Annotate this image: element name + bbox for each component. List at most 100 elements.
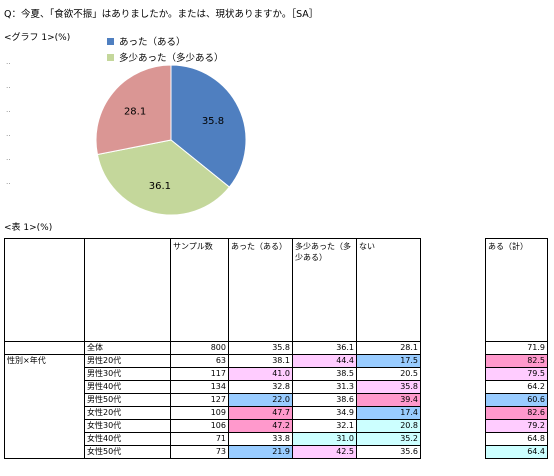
cell-aru: 21.9 [228, 445, 293, 459]
cell-nai: 35.6 [356, 445, 421, 459]
cell-aru: 47.7 [228, 406, 293, 420]
pie-slice-aru [170, 64, 247, 188]
group-cell [4, 419, 85, 433]
legend-item-tashou: 多少あった（多少ある） [107, 50, 224, 64]
cell-label: 男性30代 [84, 367, 171, 381]
cell-total: 64.4 [485, 445, 548, 459]
table-row: 女性50代 73 21.9 42.5 35.6 [4, 445, 421, 459]
cell-tashou: 42.5 [292, 445, 357, 459]
table-row: 女性30代 106 47.2 32.1 20.8 [4, 419, 421, 433]
table-row: 64.4 [485, 445, 548, 459]
header-tashou: 多少あった（多少ある） [292, 238, 357, 342]
header-aru: あった（ある） [228, 238, 293, 342]
legend-item-aru: あった（ある） [107, 34, 186, 48]
cell-tashou: 38.5 [292, 367, 357, 381]
cell-label: 女性30代 [84, 419, 171, 433]
table-row: 64.2 [485, 380, 548, 394]
axis-dot: ‥ [6, 106, 11, 114]
cell-tashou: 31.0 [292, 432, 357, 446]
pie-chart: 35.8 36.1 28.1 [95, 64, 247, 216]
group-cell: 性別×年代 [4, 354, 85, 368]
cell-tashou: 34.9 [292, 406, 357, 420]
cell-n: 73 [170, 445, 229, 459]
axis-dot: ‥ [6, 154, 11, 162]
group-cell [4, 393, 85, 407]
axis-dot: ‥ [6, 178, 11, 186]
table-row: 82.6 [485, 406, 548, 420]
header-nai: ない [356, 238, 421, 342]
cell-total: 82.6 [485, 406, 548, 420]
cell-label: 全体 [84, 341, 171, 355]
table-row: 男性30代 117 41.0 38.5 20.5 [4, 367, 421, 381]
cell-total: 71.9 [485, 341, 548, 355]
axis-dot: ‥ [6, 130, 11, 138]
pie-data-label-aru: 35.8 [202, 116, 224, 127]
table-row: 60.6 [485, 393, 548, 407]
cell-nai: 35.8 [356, 380, 421, 394]
cell-tashou: 32.1 [292, 419, 357, 433]
cell-nai: 28.1 [356, 341, 421, 355]
graph-label: <グラフ 1>(%) [4, 33, 71, 43]
cell-label: 男性20代 [84, 354, 171, 368]
cell-aru: 32.8 [228, 380, 293, 394]
table-label: <表 1>(%) [4, 223, 53, 233]
cell-nai: 20.5 [356, 367, 421, 381]
cell-n: 127 [170, 393, 229, 407]
cell-n: 71 [170, 432, 229, 446]
cell-tashou: 31.3 [292, 380, 357, 394]
cell-aru: 35.8 [228, 341, 293, 355]
table-row: 82.5 [485, 354, 548, 368]
group-cell [4, 406, 85, 420]
cell-nai: 35.2 [356, 432, 421, 446]
cell-n: 800 [170, 341, 229, 355]
results-table: サンプル数 あった（ある） 多少あった（多少ある） ない 全体 800 35.8 36… [4, 238, 421, 459]
question-text: Q：今夏、「食欲不振」はありましたか。または、現状ありますか。［SA］ [4, 9, 319, 20]
cell-tashou: 38.6 [292, 393, 357, 407]
cell-label: 女性50代 [84, 445, 171, 459]
pie-slice-tashou [96, 139, 231, 216]
legend-label-tashou: 多少あった（多少ある） [119, 53, 224, 64]
cell-label: 男性40代 [84, 380, 171, 394]
cell-tashou: 36.1 [292, 341, 357, 355]
cell-n: 134 [170, 380, 229, 394]
group-cell [4, 380, 85, 394]
cell-total: 82.5 [485, 354, 548, 368]
cell-nai: 17.4 [356, 406, 421, 420]
header-sample: サンプル数 [170, 238, 229, 342]
cell-total: 60.6 [485, 393, 548, 407]
group-cell [4, 445, 85, 459]
cell-label: 男性50代 [84, 393, 171, 407]
axis-dot: ‥ [6, 82, 11, 90]
group-cell [4, 367, 85, 381]
table-row: 男性50代 127 22.0 38.6 39.4 [4, 393, 421, 407]
cell-label: 女性20代 [84, 406, 171, 420]
table-row: 性別×年代 男性20代 63 38.1 44.4 17.5 [4, 354, 421, 368]
table-row: 79.5 [485, 367, 548, 381]
cell-n: 63 [170, 354, 229, 368]
table-row: 女性20代 109 47.7 34.9 17.4 [4, 406, 421, 420]
cell-aru: 38.1 [228, 354, 293, 368]
cell-nai: 17.5 [356, 354, 421, 368]
header-blank [4, 238, 85, 342]
table-row: 女性40代 71 33.8 31.0 35.2 [4, 432, 421, 446]
table-row: 71.9 [485, 341, 548, 355]
cell-aru: 47.2 [228, 419, 293, 433]
table-row: 64.8 [485, 432, 548, 446]
cell-n: 106 [170, 419, 229, 433]
cell-label: 女性40代 [84, 432, 171, 446]
cell-aru: 33.8 [228, 432, 293, 446]
table-row: 全体 800 35.8 36.1 28.1 [4, 341, 421, 355]
cell-total: 79.2 [485, 419, 548, 433]
table-row: 男性40代 134 32.8 31.3 35.8 [4, 380, 421, 394]
cell-tashou: 44.4 [292, 354, 357, 368]
header-aru-total: ある（計） [485, 238, 548, 342]
pie-data-label-tashou: 36.1 [149, 181, 171, 192]
cell-aru: 41.0 [228, 367, 293, 381]
header-blank [84, 238, 171, 342]
legend-swatch-tashou [107, 54, 114, 61]
cell-n: 109 [170, 406, 229, 420]
group-cell [4, 432, 85, 446]
cell-total: 64.8 [485, 432, 548, 446]
aru-total-table: ある（計） 71.9 82.5 79.5 64.2 60.6 82.6 79.2 64.8 64… [485, 238, 548, 459]
cell-n: 117 [170, 367, 229, 381]
